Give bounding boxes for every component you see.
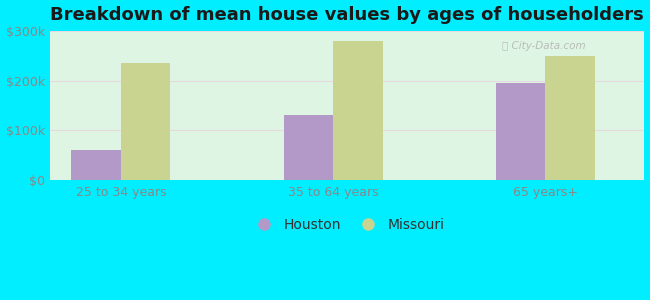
Bar	[121, 63, 170, 180]
Bar	[545, 56, 595, 180]
Text: ⓘ City-Data.com: ⓘ City-Data.com	[502, 41, 586, 51]
Bar	[283, 116, 333, 180]
Title: Breakdown of mean house values by ages of householders: Breakdown of mean house values by ages o…	[51, 6, 644, 24]
Bar	[333, 40, 383, 180]
Legend: Houston, Missouri: Houston, Missouri	[246, 214, 449, 236]
Bar	[496, 83, 545, 180]
Bar	[72, 150, 121, 180]
